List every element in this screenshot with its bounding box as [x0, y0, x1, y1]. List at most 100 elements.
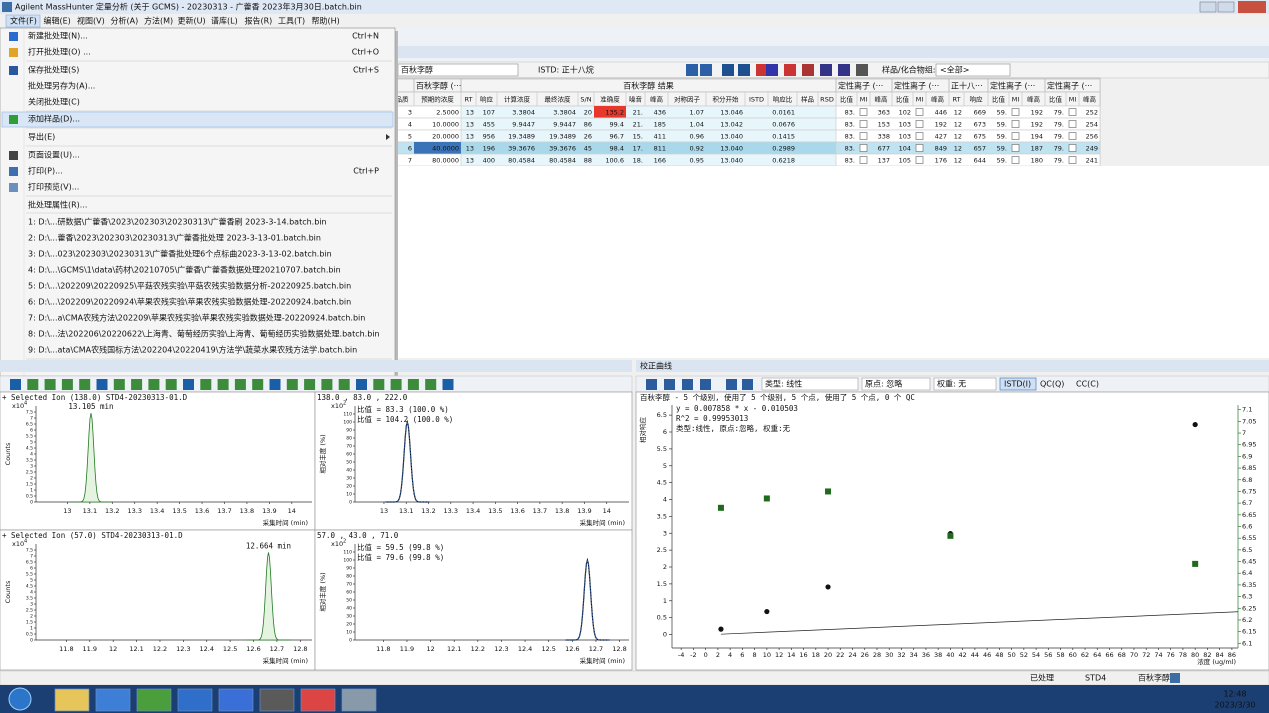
checkbox[interactable]: [1011, 120, 1020, 128]
tool-icon[interactable]: [722, 64, 734, 76]
menu-item[interactable]: 视图(V): [77, 16, 105, 26]
tool-icon[interactable]: [234, 379, 246, 390]
tool-icon[interactable]: [407, 379, 419, 390]
tool-icon[interactable]: [664, 379, 675, 390]
menu-option[interactable]: 2: D:\...藿香\2023\202303\20230313\广藿香批处理 …: [28, 233, 321, 243]
weight-select[interactable]: 权重: 无: [937, 379, 966, 389]
column-header[interactable]: 峰高: [650, 95, 664, 104]
column-header[interactable]: MI: [860, 96, 868, 104]
checkbox[interactable]: [1068, 108, 1077, 116]
tool-icon[interactable]: [252, 379, 264, 390]
type-combo[interactable]: [761, 377, 859, 391]
origin-combo[interactable]: [861, 377, 931, 391]
column-header[interactable]: RT: [952, 96, 960, 104]
group-combo[interactable]: [935, 63, 1011, 77]
tool-icon[interactable]: [286, 379, 298, 390]
tool-icon[interactable]: [27, 379, 39, 390]
column-header[interactable]: 比值: [1049, 95, 1063, 104]
tool-icon[interactable]: [784, 64, 796, 76]
column-header[interactable]: 峰高: [875, 95, 889, 104]
toggle-button[interactable]: CC(C): [1076, 380, 1099, 389]
toggle-on[interactable]: [999, 377, 1037, 391]
column-header[interactable]: 比值: [992, 95, 1006, 104]
tool-icon[interactable]: [148, 379, 160, 390]
tool-icon[interactable]: [183, 379, 194, 390]
menu-option[interactable]: 4: D:\...\GCMS\1\data\药材\20210705\广藿香\广藿…: [28, 265, 341, 275]
menu-option[interactable]: 打印(P)...: [28, 166, 63, 176]
tool-icon[interactable]: [726, 379, 737, 390]
column-header[interactable]: 比值: [840, 95, 854, 104]
column-header[interactable]: 最终浓度: [545, 95, 572, 104]
tool-icon[interactable]: [338, 379, 350, 390]
column-header[interactable]: 品质: [396, 95, 410, 104]
taskbar-app[interactable]: [136, 688, 172, 712]
checkbox[interactable]: [915, 156, 924, 164]
checkbox[interactable]: [859, 120, 868, 128]
column-header[interactable]: 积分开始: [713, 95, 740, 104]
menu-item[interactable]: 方法(M): [144, 16, 173, 26]
checkbox[interactable]: [1068, 132, 1077, 140]
column-header[interactable]: MI: [1069, 96, 1077, 104]
taskbar-app[interactable]: [300, 688, 336, 712]
min-button[interactable]: [1199, 1, 1217, 13]
tool-icon[interactable]: [200, 379, 212, 390]
menu-option[interactable]: 9: D:\...ata\CMA农残国标方法\202204\20220419\方…: [28, 345, 357, 355]
column-header[interactable]: 准确度: [600, 95, 620, 104]
column-header[interactable]: 峰高: [1083, 95, 1097, 104]
menu-option[interactable]: 打印预览(V)...: [28, 182, 79, 192]
tool-icon[interactable]: [373, 379, 385, 390]
column-header[interactable]: 峰高: [931, 95, 945, 104]
taskbar-app[interactable]: [341, 688, 377, 712]
tool-icon[interactable]: [165, 379, 177, 390]
column-header[interactable]: 响应: [480, 95, 494, 104]
checkbox[interactable]: [1068, 120, 1077, 128]
menu-option[interactable]: 7: D:\...a\CMA农残方法\202209\苹果农残实验\苹果农残实验数…: [28, 313, 365, 323]
column-header[interactable]: RSD: [820, 96, 834, 104]
column-header[interactable]: S/N: [580, 96, 591, 104]
menu-item[interactable]: 文件(F): [10, 16, 37, 26]
checkbox[interactable]: [915, 108, 924, 116]
menu-item[interactable]: 更新(U): [178, 16, 206, 26]
toggle-button[interactable]: ISTD(I): [1004, 380, 1031, 389]
menu-option[interactable]: 3: D:\...023\202303\20230313\广藿香批处理6个点标曲…: [28, 249, 332, 259]
close-button[interactable]: [1238, 1, 1266, 13]
tool-icon[interactable]: [700, 379, 711, 390]
menu-option[interactable]: 页面设置(U)...: [28, 150, 80, 160]
checkbox[interactable]: [1068, 144, 1077, 152]
menu-item[interactable]: 报告(R): [245, 16, 273, 26]
taskbar-app[interactable]: [218, 688, 254, 712]
tool-icon[interactable]: [742, 379, 753, 390]
menu-option[interactable]: 关闭批处理(C): [28, 97, 80, 107]
checkbox[interactable]: [915, 120, 924, 128]
checkbox[interactable]: [915, 144, 924, 152]
menu-item[interactable]: 编辑(E): [44, 16, 71, 26]
tool-icon[interactable]: [44, 379, 56, 390]
column-header[interactable]: MI: [916, 96, 924, 104]
taskbar-app[interactable]: [177, 688, 213, 712]
type-select[interactable]: 类型: 线性: [765, 379, 802, 389]
column-header[interactable]: ISTD: [749, 96, 764, 104]
column-header[interactable]: 计算浓度: [504, 95, 531, 104]
checkbox[interactable]: [859, 108, 868, 116]
tool-icon[interactable]: [304, 379, 316, 390]
weight-combo[interactable]: [933, 377, 997, 391]
column-header[interactable]: RT: [464, 96, 472, 104]
menu-option[interactable]: 批处理另存为(A)...: [28, 81, 95, 91]
tool-icon[interactable]: [321, 379, 333, 390]
checkbox[interactable]: [1011, 132, 1020, 140]
tool-icon[interactable]: [269, 379, 281, 390]
checkbox[interactable]: [1011, 108, 1020, 116]
menu-option[interactable]: 导出(E): [28, 132, 55, 142]
tool-icon[interactable]: [217, 379, 229, 390]
menu-option[interactable]: 添加样品(D)...: [28, 114, 80, 124]
column-header[interactable]: 噪音: [629, 95, 643, 104]
tool-icon[interactable]: [756, 64, 768, 76]
taskbar-app[interactable]: [95, 688, 131, 712]
checkbox[interactable]: [859, 132, 868, 140]
column-header[interactable]: 样品: [801, 95, 814, 104]
menu-option[interactable]: 保存批处理(S): [28, 65, 79, 75]
menu-option[interactable]: 5: D:\...\202209\20220925\平菇农残实验\平菇农残实验数…: [28, 281, 351, 291]
tool-icon[interactable]: [113, 379, 125, 390]
menu-item[interactable]: 工具(T): [278, 17, 305, 26]
column-header[interactable]: 响应: [970, 95, 984, 104]
